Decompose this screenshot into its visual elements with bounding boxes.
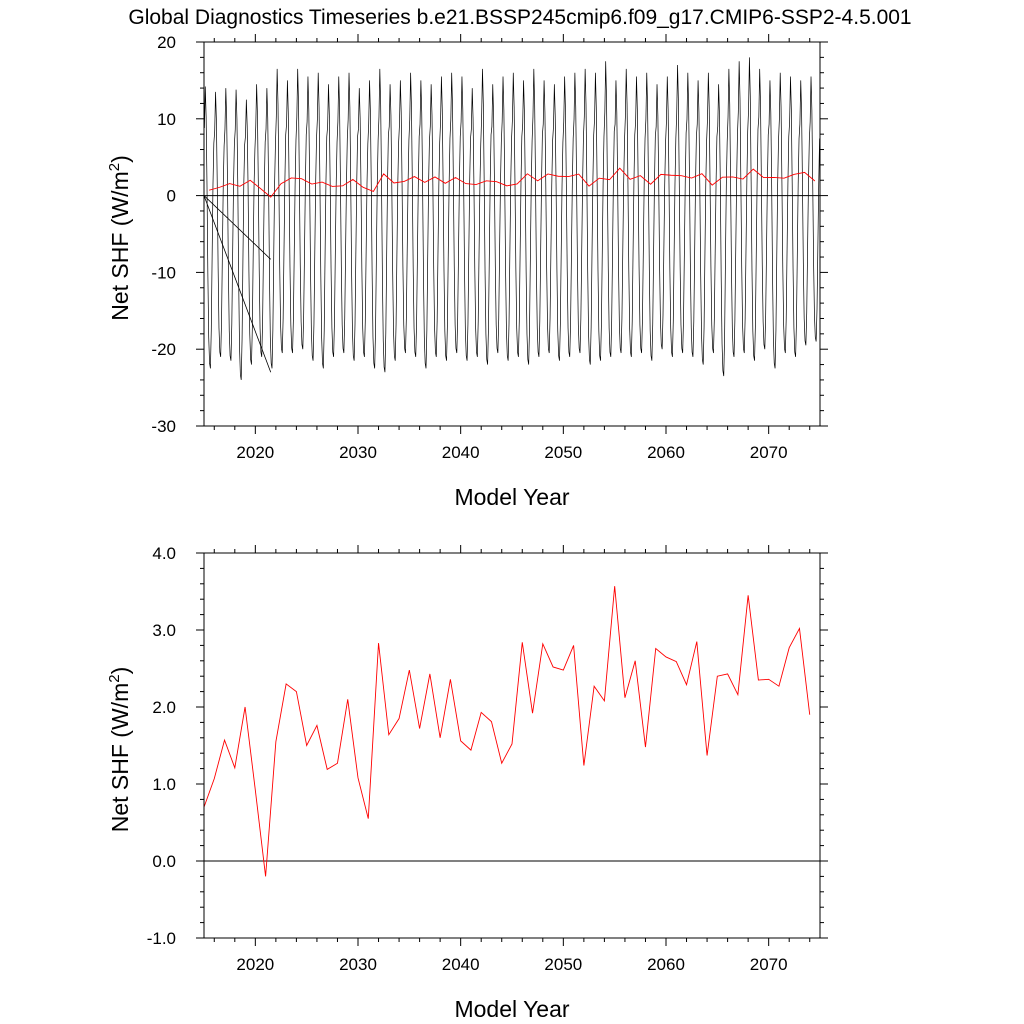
monthly-stray-segment-2 xyxy=(203,195,272,373)
x-tick-label: 2040 xyxy=(442,955,480,974)
y-axis-title: Net SHF (W/m2) xyxy=(106,667,133,833)
y-tick-label: -1.0 xyxy=(147,929,176,948)
y-tick-label: -30 xyxy=(151,417,176,436)
y-tick-label: 1.0 xyxy=(152,775,176,794)
y-tick-label: 10 xyxy=(157,110,176,129)
y-tick-label: 0 xyxy=(167,187,176,206)
y-axis-title-close: ) xyxy=(107,155,133,163)
x-tick-label: 2020 xyxy=(236,955,274,974)
chart-title: Global Diagnostics Timeseries b.e21.BSSP… xyxy=(128,6,911,29)
plot-frame xyxy=(203,552,821,939)
x-axis-title: Model Year xyxy=(454,484,569,510)
annual-mean-series-line xyxy=(209,167,816,198)
x-tick-label: 2060 xyxy=(647,955,685,974)
y-tick-label: 3.0 xyxy=(152,621,176,640)
x-tick-label: 2030 xyxy=(339,443,377,462)
x-tick-label: 2040 xyxy=(442,443,480,462)
y-tick-label: 4.0 xyxy=(152,544,176,563)
y-axis-title: Net SHF (W/m2) xyxy=(106,155,133,321)
monthly-stray-segment-1 xyxy=(203,195,272,260)
y-axis-title-text: Net SHF (W/m xyxy=(107,683,133,833)
y-axis-title-superscript: 2 xyxy=(106,674,123,682)
panel-1: 2020 2030 2040 2050 2060 2070 -30 -20 -10 0 10 20 Mo… xyxy=(106,33,828,510)
x-tick-label: 2060 xyxy=(647,443,685,462)
y-tick-label: -20 xyxy=(151,340,176,359)
x-tick-label: 2050 xyxy=(544,955,582,974)
x-tick-label: 2070 xyxy=(750,955,788,974)
x-tick-label: 2030 xyxy=(339,955,377,974)
x-axis-title: Model Year xyxy=(454,996,569,1022)
x-tick-label: 2020 xyxy=(236,443,274,462)
y-tick-label: 20 xyxy=(157,33,176,52)
y-tick-label: 0.0 xyxy=(152,852,176,871)
x-tick-label: 2070 xyxy=(750,443,788,462)
y-tick-label: -10 xyxy=(151,263,176,282)
panel-2: 2020 2030 2040 2050 2060 2070 -1.0 0.0 1.0 2.0 3.0… xyxy=(106,544,828,1022)
annual-mean-series-line xyxy=(203,586,811,877)
monthly-series-line xyxy=(204,57,820,380)
y-axis-title-close: ) xyxy=(107,667,133,675)
y-axis-title-superscript: 2 xyxy=(106,163,123,171)
x-tick-label: 2050 xyxy=(544,443,582,462)
y-tick-label: 2.0 xyxy=(152,698,176,717)
y-axis-title-text: Net SHF (W/m xyxy=(107,171,133,321)
plot-frame xyxy=(203,41,821,427)
